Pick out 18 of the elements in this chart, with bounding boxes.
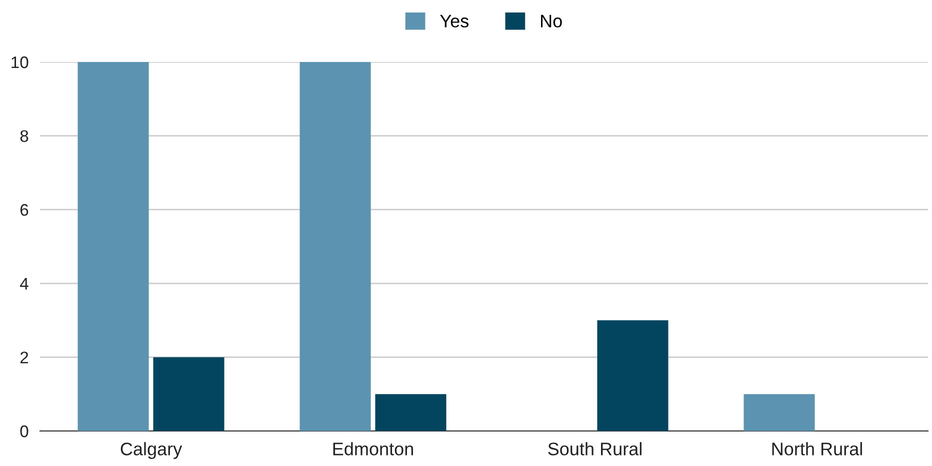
y-tick-label: 2 <box>20 352 28 364</box>
bar <box>375 394 446 431</box>
x-tick-label: Edmonton <box>333 442 413 456</box>
bar <box>78 62 149 431</box>
bar <box>744 394 815 431</box>
x-tick-label: Calgary <box>120 442 182 459</box>
y-tick-label: 8 <box>20 130 28 142</box>
y-tick-label: 10 <box>12 56 28 68</box>
bar <box>300 62 371 431</box>
x-tick-label: North Rural <box>772 442 862 456</box>
legend-label: No <box>541 14 562 28</box>
y-tick-label: 0 <box>20 425 28 438</box>
y-tick-label: 4 <box>20 278 28 290</box>
x-tick-label: South Rural <box>548 442 642 456</box>
bar <box>597 320 668 431</box>
legend-label: Yes <box>440 14 468 28</box>
y-tick-label: 6 <box>20 204 28 216</box>
bar <box>153 357 224 431</box>
